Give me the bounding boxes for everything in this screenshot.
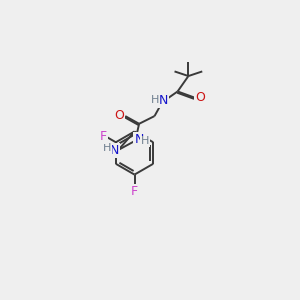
Text: F: F: [131, 185, 138, 198]
Text: N: N: [158, 94, 168, 107]
Text: H: H: [141, 136, 149, 146]
Text: O: O: [114, 109, 124, 122]
Text: H: H: [103, 143, 111, 153]
Text: H: H: [151, 95, 160, 105]
Text: F: F: [100, 130, 107, 142]
Text: O: O: [195, 91, 205, 104]
Text: N: N: [110, 144, 119, 157]
Text: N: N: [134, 133, 144, 146]
